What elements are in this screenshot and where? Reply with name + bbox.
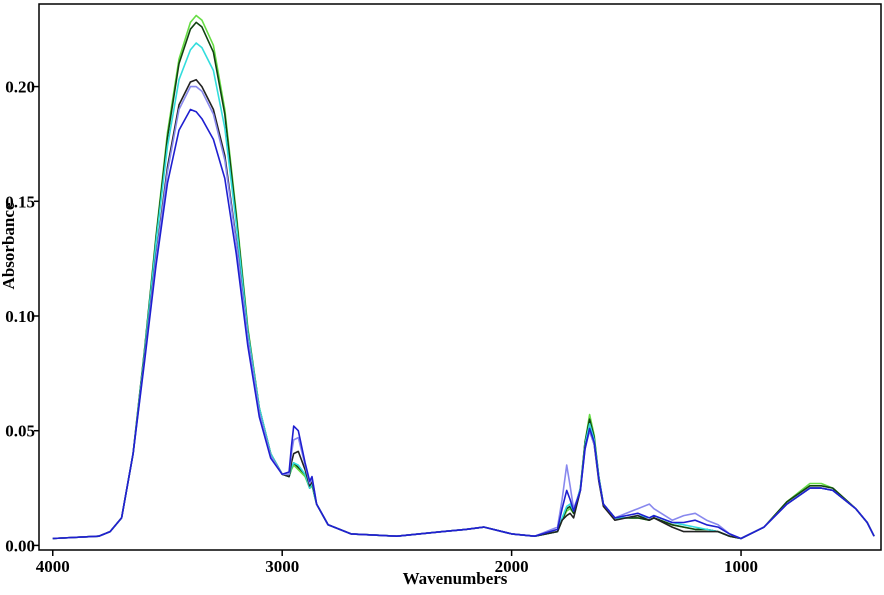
y-tick-label: 0.00 (5, 536, 35, 555)
x-tick-label: 4000 (36, 557, 70, 576)
y-axis-ticks: 0.00 0.05 0.10 0.15 0.20 (5, 78, 39, 555)
x-tick-label: 2000 (495, 557, 529, 576)
series-layer (52, 14, 875, 540)
x-axis-ticks: 4000 3000 2000 1000 (36, 550, 758, 576)
y-tick-label: 0.15 (5, 192, 35, 211)
y-axis-title: Absorbance (0, 202, 18, 289)
plot-frame (38, 3, 882, 551)
y-tick-label: 0.10 (5, 307, 35, 326)
x-axis-title: Wavenumbers (403, 569, 508, 588)
x-tick-label: 3000 (265, 557, 299, 576)
series-line-6 (52, 108, 875, 540)
series-line-4 (52, 78, 875, 540)
series-line-5 (52, 85, 875, 540)
x-tick-label: 1000 (724, 557, 758, 576)
y-tick-label: 0.20 (5, 78, 35, 97)
y-tick-label: 0.05 (5, 422, 35, 441)
